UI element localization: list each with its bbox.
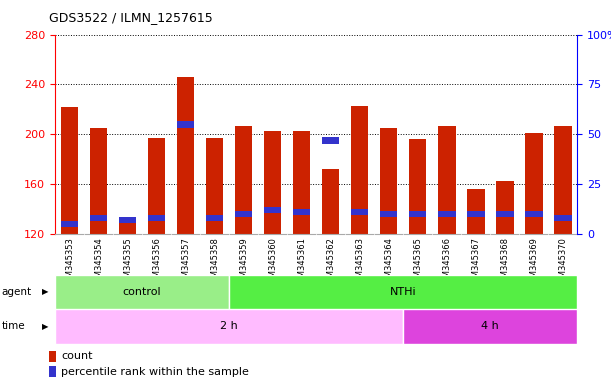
Bar: [148, 215, 165, 222]
Bar: [177, 77, 194, 234]
Bar: [206, 215, 224, 222]
Bar: [264, 131, 281, 234]
Text: ▶: ▶: [42, 322, 48, 331]
Bar: [90, 128, 108, 234]
Bar: [380, 128, 397, 234]
Bar: [409, 211, 426, 217]
Bar: [235, 126, 252, 234]
Bar: [322, 137, 340, 144]
Bar: [235, 211, 252, 217]
Bar: [351, 209, 368, 215]
Bar: [264, 207, 281, 214]
Bar: [438, 211, 456, 217]
Bar: [554, 126, 571, 234]
Text: time: time: [2, 321, 26, 331]
Bar: [90, 215, 108, 222]
Text: ▶: ▶: [42, 287, 48, 296]
Bar: [496, 211, 513, 217]
Bar: [467, 211, 485, 217]
Bar: [61, 221, 78, 227]
Bar: [55, 309, 403, 344]
Text: count: count: [61, 351, 93, 361]
Text: percentile rank within the sample: percentile rank within the sample: [61, 367, 249, 377]
Bar: [322, 169, 340, 234]
Bar: [148, 138, 165, 234]
Bar: [55, 275, 229, 309]
Bar: [229, 275, 577, 309]
Text: 4 h: 4 h: [481, 321, 499, 331]
Bar: [403, 309, 577, 344]
Bar: [525, 133, 543, 234]
Text: control: control: [123, 287, 161, 297]
Bar: [293, 131, 310, 234]
Bar: [206, 138, 224, 234]
Bar: [177, 121, 194, 127]
Bar: [61, 107, 78, 234]
Bar: [438, 126, 456, 234]
Text: 2 h: 2 h: [220, 321, 238, 331]
Bar: [119, 217, 136, 223]
Bar: [496, 180, 513, 234]
Bar: [293, 209, 310, 215]
Bar: [351, 106, 368, 234]
Bar: [380, 211, 397, 217]
Bar: [409, 139, 426, 234]
Text: agent: agent: [2, 287, 32, 297]
Bar: [525, 211, 543, 217]
Bar: [467, 189, 485, 234]
Text: GDS3522 / ILMN_1257615: GDS3522 / ILMN_1257615: [49, 12, 213, 25]
Bar: [554, 215, 571, 222]
Bar: [119, 222, 136, 234]
Text: NTHi: NTHi: [390, 287, 417, 297]
